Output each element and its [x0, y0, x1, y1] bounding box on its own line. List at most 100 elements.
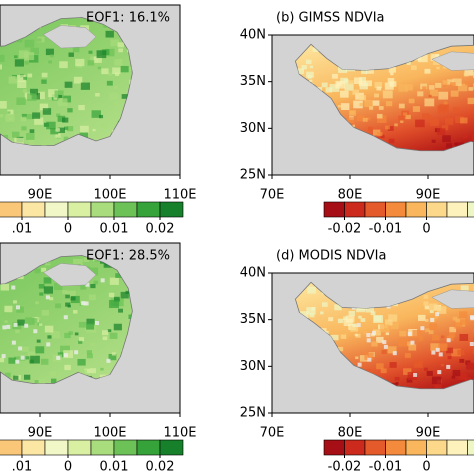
texture-cell: [108, 72, 113, 76]
texture-cell: [27, 93, 37, 101]
texture-cell: [96, 50, 107, 59]
texture-cell: [407, 372, 418, 380]
colorbar-swatch: [113, 439, 138, 456]
texture-cell: [428, 94, 432, 98]
missing-cell: [6, 324, 11, 329]
texture-cell: [63, 136, 69, 141]
texture-cell: [113, 101, 119, 106]
texture-cell: [452, 316, 458, 321]
texture-cell: [370, 311, 376, 316]
texture-cell: [108, 292, 115, 298]
texture-cell: [86, 350, 92, 355]
texture-cell: [14, 137, 24, 146]
texture-cell: [98, 114, 104, 119]
missing-cell: [74, 350, 79, 355]
missing-cell: [407, 331, 412, 336]
colorbar-swatch: [159, 201, 184, 218]
colorbar-swatch: [446, 201, 468, 218]
texture-cell: [28, 139, 35, 146]
texture-cell: [22, 346, 29, 352]
texture-cell: [390, 322, 399, 330]
texture-cell: [7, 111, 11, 114]
texture-cell: [372, 329, 381, 336]
missing-cell: [24, 323, 29, 328]
texture-cell: [50, 330, 60, 339]
texture-cell: [109, 332, 118, 339]
texture-cell: [37, 317, 41, 320]
texture-cell: [105, 30, 114, 38]
missing-cell: [435, 347, 440, 352]
texture-cell: [66, 290, 76, 299]
texture-cell: [13, 375, 19, 380]
texture-cell: [455, 116, 464, 124]
texture-cell: [428, 330, 434, 335]
texture-cell: [60, 345, 70, 354]
texture-cell: [429, 89, 438, 97]
texture-cell: [441, 335, 445, 339]
texture-cell: [305, 59, 312, 65]
texture-cell: [107, 329, 112, 333]
texture-cell: [459, 333, 469, 341]
texture-cell: [387, 346, 397, 354]
y-tick-label: 30N: [240, 359, 266, 374]
texture-cell: [29, 88, 39, 96]
texture-cell: [359, 103, 364, 107]
texture-cell: [376, 336, 384, 343]
texture-cell: [431, 334, 440, 341]
texture-cell: [95, 92, 100, 97]
missing-cell: [18, 346, 23, 351]
texture-cell: [63, 350, 73, 359]
texture-cell: [115, 273, 122, 278]
texture-cell: [120, 65, 129, 73]
texture-cell: [109, 92, 118, 100]
y-tick-label: 25N: [240, 406, 266, 421]
texture-cell: [0, 114, 4, 118]
texture-cell: [442, 135, 451, 143]
texture-cell: [74, 332, 79, 336]
missing-cell: [2, 325, 7, 330]
texture-cell: [66, 126, 74, 132]
texture-cell: [80, 284, 87, 290]
texture-cell: [101, 68, 109, 75]
texture-cell: [41, 72, 48, 78]
texture-cell: [58, 95, 63, 98]
texture-cell: [429, 323, 438, 330]
missing-cell: [438, 352, 443, 357]
texture-cell: [339, 90, 349, 98]
texture-cell: [460, 117, 468, 124]
texture-cell: [38, 323, 43, 326]
texture-cell: [398, 115, 405, 121]
map-panel: EOF1: 16.1% 90E 100E 110E .01 0 0.01 0.02: [0, 4, 197, 237]
colorbar-label: 0.01: [100, 222, 129, 237]
texture-cell: [422, 86, 427, 90]
texture-cell: [307, 286, 316, 294]
texture-cell: [37, 36, 45, 43]
texture-cell: [424, 98, 435, 107]
texture-cell: [118, 308, 123, 313]
texture-cell: [55, 128, 60, 132]
texture-cell: [329, 84, 340, 92]
texture-cell: [380, 134, 385, 139]
texture-cell: [47, 335, 52, 339]
texture-cell: [447, 356, 452, 360]
missing-cell: [367, 357, 372, 362]
texture-cell: [377, 131, 383, 137]
texture-cell: [353, 100, 363, 109]
texture-cell: [365, 305, 374, 313]
texture-cell: [86, 353, 93, 359]
texture-cell: [446, 347, 454, 354]
texture-cell: [380, 368, 387, 374]
x-tick-label: 70E: [260, 188, 285, 203]
missing-cell: [383, 344, 388, 349]
colorbar-swatch: [467, 201, 474, 218]
map-panel: EOF1: 28.5% 90E 100E 110E .01 0 0.01 0.02: [0, 242, 197, 474]
texture-cell: [349, 110, 357, 116]
texture-cell: [118, 48, 123, 53]
texture-cell: [77, 358, 86, 366]
texture-cell: [458, 373, 467, 380]
texture-cell: [376, 363, 384, 370]
texture-cell: [109, 277, 119, 285]
texture-cell: [376, 113, 383, 119]
